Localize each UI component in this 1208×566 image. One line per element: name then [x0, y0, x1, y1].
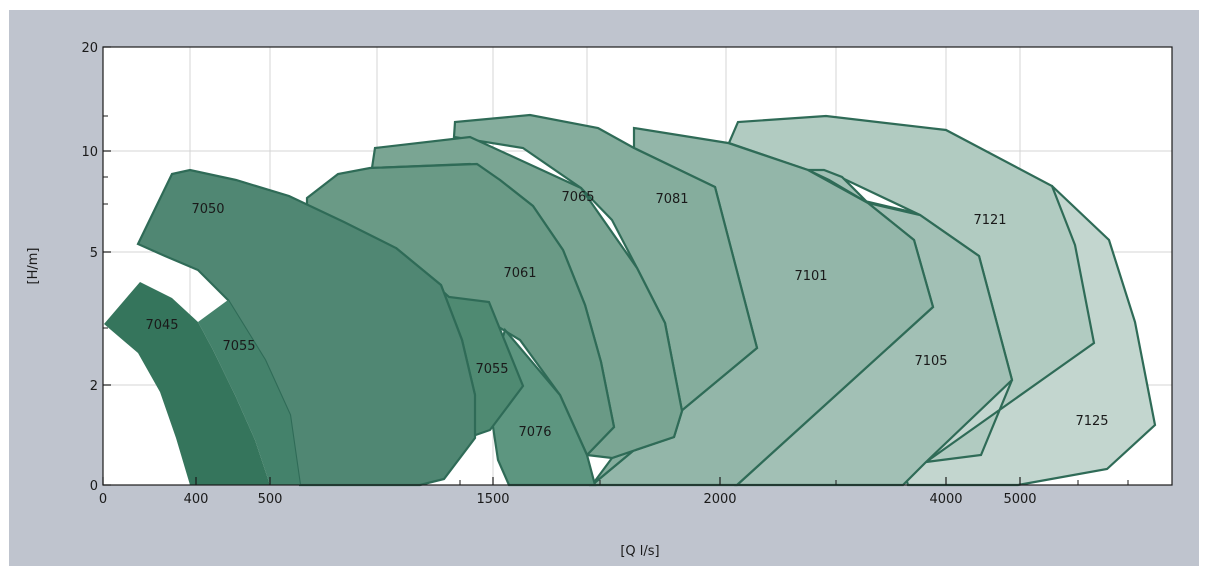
y-tick-label: 10	[81, 145, 98, 160]
y-tick-label: 5	[90, 246, 98, 261]
x-tick-label: 1500	[476, 492, 509, 507]
x-tick-label: 0	[99, 492, 107, 507]
x-tick-label: 500	[258, 492, 283, 507]
region-label-7055: 7055	[475, 362, 508, 377]
plot-border	[102, 46, 1173, 486]
region-label-7061: 7061	[503, 266, 536, 281]
region-label-7076: 7076	[518, 425, 551, 440]
y-tick-label: 2	[90, 379, 98, 394]
region-label-7081: 7081	[655, 192, 688, 207]
region-7050	[136, 168, 477, 487]
region-7055-small	[198, 300, 300, 485]
x-tick-label: 2000	[703, 492, 736, 507]
y-axis-title: [H/m]	[26, 248, 41, 285]
y-tick-label: 20	[81, 41, 98, 56]
region-labels: 7045 7050 7055 7061 7065 7081 7055 7076 7101 7121…	[145, 190, 1108, 440]
region-7045	[104, 282, 270, 485]
axes: 0 400 500 1500 2000 4000 5000 0 2 5 10 20	[81, 41, 1173, 507]
x-tick-label: 5000	[1003, 492, 1036, 507]
x-axis-title: [Q l/s]	[620, 544, 659, 559]
pump-regions	[104, 113, 1157, 487]
region-label-7050: 7050	[191, 202, 224, 217]
x-tick-label: 4000	[929, 492, 962, 507]
region-label-7065: 7065	[561, 190, 594, 205]
region-label-7125: 7125	[1075, 414, 1108, 429]
region-label-7105: 7105	[914, 354, 947, 369]
region-label-7055: 7055	[222, 339, 255, 354]
region-label-7121: 7121	[973, 213, 1006, 228]
y-tick-label: 0	[90, 479, 98, 494]
region-label-7045: 7045	[145, 318, 178, 333]
region-label-7101: 7101	[794, 269, 827, 284]
x-tick-label: 400	[184, 492, 209, 507]
